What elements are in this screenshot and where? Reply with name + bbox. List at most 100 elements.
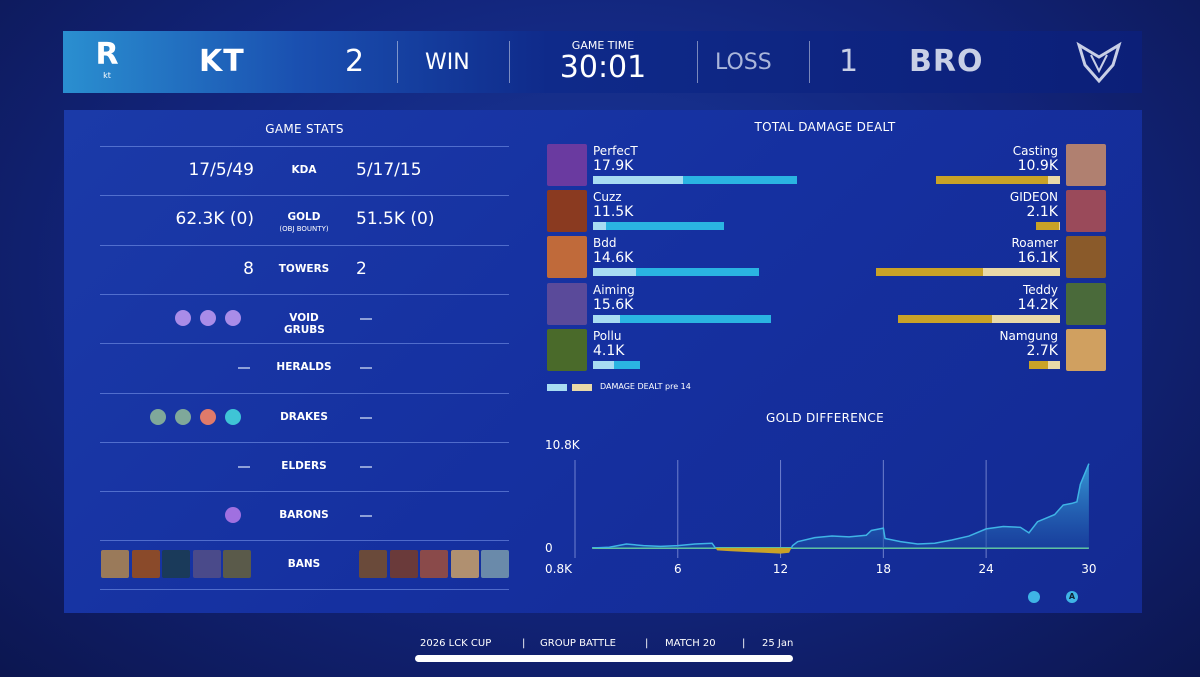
divider xyxy=(697,41,698,83)
infernal-drake-icon xyxy=(200,408,216,425)
right-team-name: BRO xyxy=(909,44,984,79)
home-indicator[interactable] xyxy=(415,655,793,662)
stat-label-void-grubs: VOID GRUBS xyxy=(254,312,354,336)
divider xyxy=(100,392,509,394)
right-ban-champion xyxy=(359,550,387,579)
divider xyxy=(100,244,509,246)
left-ban-champion xyxy=(223,550,251,579)
damage-value: 17.9K xyxy=(593,158,634,174)
stat-label-bans: BANS xyxy=(254,558,354,570)
damage-bar-pre14 xyxy=(593,360,615,369)
player-portrait xyxy=(547,328,587,371)
divider xyxy=(100,491,509,493)
cloud-drake-icon xyxy=(175,408,191,425)
damage-value: 2.7K xyxy=(1026,342,1058,359)
stat-label-kda: KDA xyxy=(254,164,354,176)
player-portrait xyxy=(1066,190,1106,233)
damage-bar xyxy=(593,360,640,369)
right-none-dash xyxy=(360,367,372,370)
x-tick-label: 30 xyxy=(1081,562,1097,576)
damage-value: 14.6K xyxy=(593,250,634,267)
damage-bar xyxy=(898,314,1060,323)
player-name: Cuzz xyxy=(593,190,622,205)
divider xyxy=(509,41,510,83)
stat-left-value: 62.3K (0) xyxy=(175,209,254,230)
damage-bar xyxy=(593,222,725,231)
player-name: PerfecT xyxy=(593,144,638,158)
stat-label-text: KDA xyxy=(291,164,317,176)
player-portrait xyxy=(1066,236,1106,279)
baron-icon xyxy=(225,507,241,524)
damage-bar xyxy=(876,268,1060,277)
player-portrait xyxy=(547,236,587,279)
damage-bar xyxy=(1029,360,1060,369)
cloud-drake-icon xyxy=(150,408,166,425)
x-tick-label: 24 xyxy=(978,562,994,576)
damage-bar-pre14 xyxy=(593,222,607,231)
right-ban-champion xyxy=(481,550,509,579)
stat-label-text: BANS xyxy=(287,558,321,571)
stat-label-elders: ELDERS xyxy=(254,460,354,472)
gold-diff-title: GOLD DIFFERENCE xyxy=(765,411,884,425)
damage-value: 14.2K xyxy=(1017,296,1058,313)
y-bottom-label: 0.8K xyxy=(545,562,572,576)
damage-bar-pre14 xyxy=(1058,222,1060,231)
footer-separator: | xyxy=(522,638,526,649)
stat-label-drakes: DRAKES xyxy=(254,411,354,423)
stat-label-heralds: HERALDS xyxy=(254,361,354,373)
divider xyxy=(100,441,509,443)
stat-right-value: 51.5K (0) xyxy=(356,209,435,230)
x-tick-label: 6 xyxy=(673,562,682,576)
legend-swatch-left xyxy=(547,384,567,391)
stat-right-value: 2 xyxy=(356,258,367,279)
divider xyxy=(100,146,509,147)
player-name: Pollu xyxy=(593,328,622,343)
damage-bar xyxy=(935,176,1060,184)
divider xyxy=(100,293,509,295)
right-result: LOSS xyxy=(715,50,772,75)
left-ban-champion xyxy=(162,550,190,579)
left-team-name: KT xyxy=(199,44,245,79)
damage-title: TOTAL DAMAGE DEALT xyxy=(754,120,896,134)
damage-bar-pre14 xyxy=(1047,176,1060,184)
footer-item: 2026 LCK CUP xyxy=(420,638,492,649)
void-grub-icon xyxy=(225,309,241,326)
right-team-score: 1 xyxy=(839,44,859,79)
player-portrait xyxy=(547,190,587,233)
damage-value: 16.1K xyxy=(1017,250,1058,267)
player-name: Namgung xyxy=(999,328,1058,343)
scoreboard-header: R kt KT 2 WIN GAME TIME 30:01 LOSS 1 BRO xyxy=(63,31,1142,93)
damage-bar xyxy=(593,176,798,184)
damage-bar-pre14 xyxy=(593,268,637,277)
damage-bar xyxy=(1036,222,1060,231)
footer-item: MATCH 20 xyxy=(665,638,716,649)
stat-label-text: DRAKES xyxy=(280,410,328,423)
void-grub-icon xyxy=(175,309,191,326)
stat-label-towers: TOWERS xyxy=(254,263,354,275)
stat-label-text: BARONS xyxy=(279,509,329,522)
stat-left-value: 8 xyxy=(243,258,254,279)
footer-separator: | xyxy=(742,638,746,649)
x-tick-label: 18 xyxy=(875,562,891,576)
right-ban-champion xyxy=(450,550,479,579)
player-name: Casting xyxy=(1012,144,1058,158)
player-name: Roamer xyxy=(1011,236,1059,251)
damage-bar-pre14 xyxy=(992,314,1060,323)
void-grub-icon xyxy=(200,309,216,326)
y-top-label: 10.8K xyxy=(545,438,580,452)
gold-diff-line xyxy=(592,463,1090,548)
kt-logo: R kt xyxy=(95,37,119,81)
damage-bar-pre14 xyxy=(982,268,1060,277)
divider xyxy=(809,41,810,83)
footer-item: GROUP BATTLE xyxy=(540,638,616,649)
left-result: WIN xyxy=(425,50,470,75)
stat-label-text: VOID GRUBS xyxy=(284,311,325,336)
footer-separator: | xyxy=(645,638,649,649)
stat-label-gold: GOLD (OBJ BOUNTY) xyxy=(254,211,354,235)
game-time: GAME TIME 30:01 xyxy=(559,39,647,85)
player-portrait xyxy=(547,282,587,325)
right-none-dash xyxy=(360,317,372,320)
left-ban-champion xyxy=(192,550,221,579)
bro-logo xyxy=(1076,41,1122,84)
